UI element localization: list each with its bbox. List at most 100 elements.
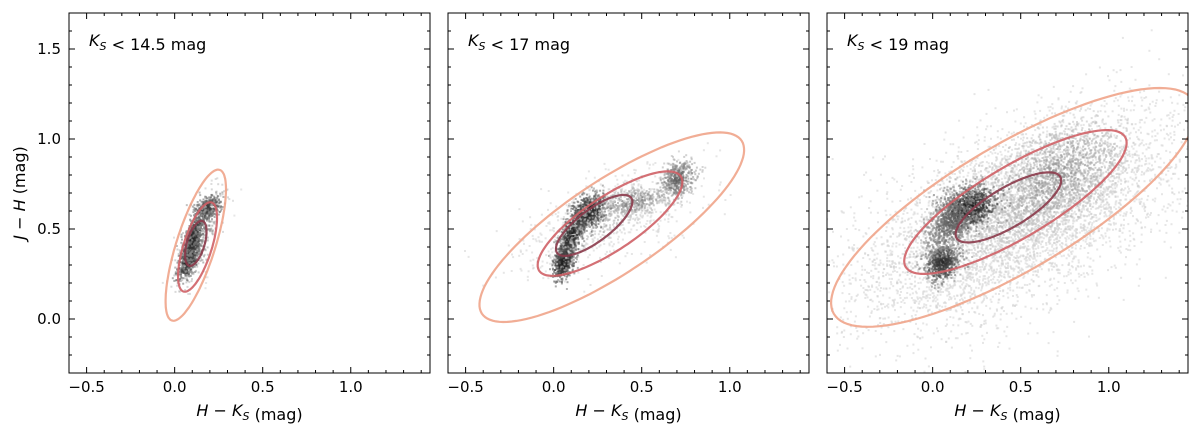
- data-point: [568, 252, 571, 255]
- data-point: [174, 259, 177, 262]
- data-point: [600, 208, 603, 211]
- data-point: [623, 232, 626, 235]
- data-point: [570, 213, 573, 216]
- data-point: [194, 259, 196, 262]
- data-point: [573, 232, 576, 235]
- data-point: [611, 197, 614, 200]
- data-point: [687, 172, 690, 174]
- data-point: [535, 240, 538, 243]
- scatter-points: [827, 29, 1188, 373]
- data-point: [688, 166, 691, 169]
- data-point: [690, 187, 693, 190]
- data-point: [652, 229, 655, 231]
- data-point: [607, 257, 610, 259]
- data-point: [687, 180, 690, 183]
- data-point: [655, 182, 658, 185]
- data-point: [572, 226, 575, 229]
- data-point: [689, 186, 692, 188]
- data-point: [526, 275, 529, 278]
- data-point: [572, 218, 575, 221]
- data-point: [198, 218, 200, 221]
- data-point: [559, 263, 562, 266]
- data-point: [657, 241, 660, 244]
- data-point: [603, 213, 606, 216]
- data-point: [593, 203, 596, 206]
- data-point: [215, 201, 218, 204]
- data-point: [208, 212, 211, 215]
- data-point: [203, 213, 206, 216]
- data-point: [623, 199, 626, 202]
- data-point: [636, 187, 639, 190]
- data-point: [564, 246, 567, 248]
- data-point: [579, 231, 582, 234]
- data-point: [580, 236, 583, 239]
- data-point: [187, 242, 190, 245]
- data-point: [599, 218, 602, 221]
- data-point: [574, 228, 577, 231]
- data-point: [719, 181, 722, 184]
- data-point: [553, 280, 556, 283]
- data-point: [575, 207, 578, 209]
- data-point: [668, 200, 671, 203]
- data-point: [607, 206, 610, 208]
- data-point: [203, 206, 206, 209]
- data-point: [545, 254, 548, 257]
- data-point: [979, 237, 982, 240]
- data-point: [702, 195, 705, 198]
- data-point: [190, 271, 193, 274]
- data-point: [629, 217, 632, 220]
- data-point: [651, 188, 654, 191]
- data-point: [563, 258, 566, 261]
- data-point: [211, 194, 214, 197]
- data-point: [650, 197, 653, 200]
- data-point: [621, 200, 624, 203]
- data-point: [616, 192, 619, 195]
- data-point: [558, 255, 561, 258]
- data-point: [641, 191, 644, 194]
- data-point: [596, 209, 599, 212]
- data-point: [565, 278, 568, 281]
- data-point: [675, 165, 678, 168]
- data-point: [682, 185, 685, 188]
- data-point: [604, 253, 607, 256]
- data-point: [576, 243, 579, 246]
- data-point: [202, 236, 205, 239]
- data-point: [177, 252, 180, 255]
- data-point: [584, 213, 587, 216]
- data-point: [173, 274, 176, 277]
- data-point: [587, 206, 590, 209]
- data-point: [549, 256, 552, 259]
- data-point: [200, 229, 203, 232]
- data-point: [702, 149, 705, 152]
- data-point: [189, 253, 192, 256]
- data-point: [676, 187, 679, 189]
- data-point: [560, 256, 563, 259]
- data-point: [624, 201, 627, 204]
- data-point: [191, 225, 194, 228]
- data-point: [566, 218, 569, 220]
- data-point: [681, 191, 684, 193]
- data-point: [632, 187, 635, 190]
- data-point: [599, 219, 602, 222]
- data-point: [532, 258, 535, 261]
- data-point: [203, 234, 206, 237]
- data-point: [552, 255, 555, 258]
- data-point: [661, 166, 664, 169]
- data-point: [581, 205, 584, 208]
- contour-ellipse-2: [177, 201, 219, 293]
- data-point: [583, 222, 586, 224]
- data-point: [189, 256, 191, 259]
- data-point: [531, 251, 534, 254]
- data-point: [188, 275, 191, 278]
- data-point: [204, 217, 207, 220]
- data-point: [608, 234, 611, 237]
- data-point: [567, 218, 570, 221]
- data-point: [580, 228, 583, 231]
- data-point: [659, 186, 662, 189]
- data-point: [240, 188, 243, 191]
- data-point: [585, 216, 588, 219]
- data-point: [663, 176, 666, 179]
- data-point: [614, 216, 617, 219]
- plot-frame: [68, 12, 431, 374]
- data-point: [216, 177, 219, 180]
